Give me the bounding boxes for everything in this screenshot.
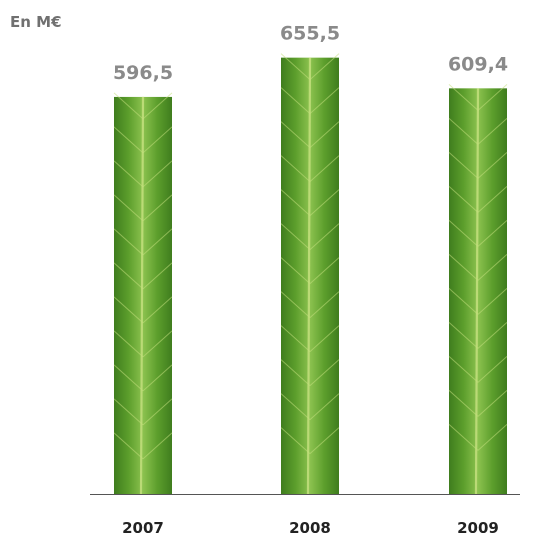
leaf-side-vein	[448, 83, 479, 111]
leaf-side-vein	[448, 151, 479, 179]
leaf-side-vein	[113, 364, 144, 392]
leaf-side-vein	[309, 189, 340, 217]
leaf-side-vein	[309, 393, 340, 421]
leaf-side-vein	[448, 117, 479, 145]
leaf-side-vein	[309, 427, 340, 455]
leaf-side-vein	[477, 423, 508, 451]
leaf-side-vein	[280, 155, 311, 183]
x-tick-label-2009: 2009	[457, 519, 499, 535]
bar-2007	[113, 92, 173, 495]
leaf-side-vein	[448, 219, 479, 247]
leaf-side-vein	[142, 194, 173, 222]
leaf-side-vein	[477, 355, 508, 383]
value-label-2007: 596,5	[113, 62, 173, 84]
leaf-side-vein	[113, 262, 144, 290]
leaf-side-vein	[477, 117, 508, 145]
leaf-side-vein	[280, 257, 311, 285]
leaf-side-vein	[309, 359, 340, 387]
leaf-side-vein	[113, 296, 144, 324]
leaf-side-vein	[448, 355, 479, 383]
leaf-side-vein	[477, 287, 508, 315]
leaf-side-vein	[477, 389, 508, 417]
x-tick-label-2008: 2008	[289, 519, 331, 535]
leaf-side-vein	[477, 83, 508, 111]
leaf-side-vein	[280, 121, 311, 149]
leaf-side-vein	[113, 92, 144, 120]
leaf-side-vein	[142, 262, 173, 290]
leaf-side-vein	[142, 398, 173, 426]
leaf-side-vein	[113, 160, 144, 188]
value-label-2009: 609,4	[448, 53, 508, 75]
leaf-vein	[139, 96, 145, 495]
leaf-side-vein	[280, 87, 311, 115]
leaf-side-vein	[142, 126, 173, 154]
leaf-side-vein	[477, 253, 508, 281]
value-label-2008: 655,5	[280, 23, 340, 45]
leaf-side-vein	[448, 287, 479, 315]
leaf-side-vein	[142, 296, 173, 324]
leaf-side-vein	[113, 330, 144, 358]
leaf-side-vein	[309, 257, 340, 285]
leaf-side-vein	[142, 364, 173, 392]
leaf-side-vein	[142, 228, 173, 256]
leaf-side-vein	[113, 432, 144, 460]
leaf-side-vein	[448, 321, 479, 349]
leaf-side-vein	[280, 393, 311, 421]
leaf-side-vein	[309, 325, 340, 353]
leaf-side-vein	[448, 423, 479, 451]
leaf-side-vein	[113, 398, 144, 426]
leaf-side-vein	[309, 223, 340, 251]
leaf-vein	[306, 57, 312, 495]
leaf-side-vein	[280, 189, 311, 217]
leaf-side-vein	[477, 219, 508, 247]
x-tick-label-2007: 2007	[122, 519, 164, 535]
leaf-side-vein	[477, 185, 508, 213]
leaf-side-vein	[448, 185, 479, 213]
leaf-side-vein	[477, 321, 508, 349]
leaf-side-vein	[280, 291, 311, 319]
leaf-side-vein	[309, 53, 340, 81]
leaf-side-vein	[142, 160, 173, 188]
leaf-side-vein	[477, 151, 508, 179]
leaf-side-vein	[280, 427, 311, 455]
leaf-side-vein	[113, 194, 144, 222]
leaf-side-vein	[309, 87, 340, 115]
leaf-side-vein	[113, 228, 144, 256]
leaf-vein	[474, 88, 480, 495]
leaf-side-vein	[142, 92, 173, 120]
leaf-side-vein	[280, 359, 311, 387]
leaf-side-vein	[309, 155, 340, 183]
leaf-side-vein	[142, 432, 173, 460]
unit-label: En M€	[10, 13, 62, 31]
leaf-side-vein	[142, 330, 173, 358]
leaf-side-vein	[448, 389, 479, 417]
leaf-side-vein	[309, 121, 340, 149]
leaf-side-vein	[448, 253, 479, 281]
leaf-side-vein	[113, 126, 144, 154]
leaf-side-vein	[280, 223, 311, 251]
leaf-side-vein	[280, 325, 311, 353]
bar-2008	[280, 53, 340, 495]
leaf-side-vein	[309, 291, 340, 319]
leaf-side-vein	[280, 53, 311, 81]
bar-2009	[448, 83, 508, 495]
